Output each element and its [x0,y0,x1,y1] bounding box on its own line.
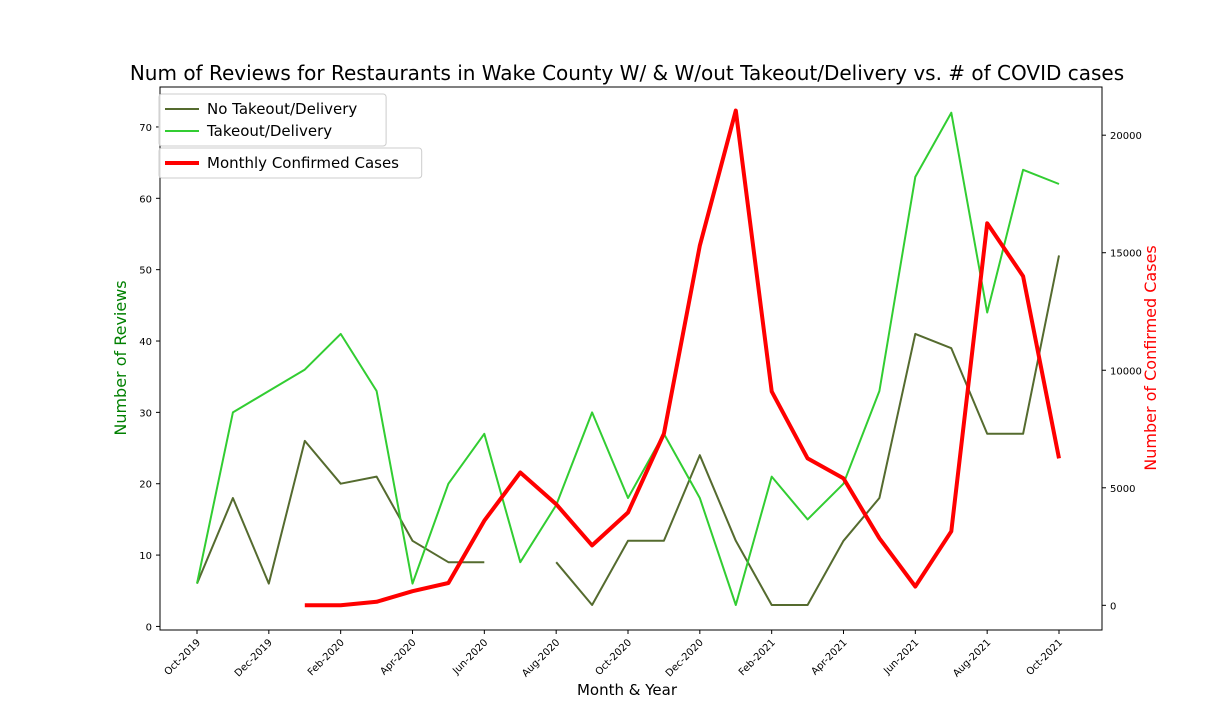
x-axis: Oct-2019 Dec-2019 Feb-2020 Apr-2020 Jun-2020… [163,630,1066,679]
x-tick-label: Jun-2020 [450,637,490,677]
plot-frame [159,86,1103,631]
y-axis-right-label: Number of Confirmed Cases [1141,245,1160,471]
x-axis-label: Month & Year [577,681,678,699]
y-left-tick-label: 30 [139,408,152,419]
x-tick-label: Oct-2019 [163,637,204,678]
y-right-tick-label: 15000 [1110,249,1142,260]
legend-label: Monthly Confirmed Cases [207,154,399,172]
x-tick-label: Jun-2021 [881,637,921,677]
y-right-tick-label: 5000 [1110,484,1135,495]
legend-label: Takeout/Delivery [206,122,332,140]
legend-box [158,147,423,179]
y-left-tick-label: 0 [146,622,152,633]
x-tick-label: Aug-2020 [520,637,562,679]
x-tick-label: Aug-2021 [951,637,993,679]
series-line-monthly-confirmed-cases-0 [304,108,1061,608]
x-tick-label: Feb-2020 [306,637,347,678]
x-tick-label: Apr-2020 [379,637,419,677]
y-left-tick-label: 50 [139,266,152,277]
y-left-tick-label: 60 [139,194,152,205]
y-left-tick-label: 10 [139,551,152,562]
legend-upper: No Takeout/Delivery Takeout/Delivery [158,93,387,147]
y-left-tick-label: 20 [139,480,152,491]
y-right-tick-label: 0 [1110,601,1116,612]
x-tick-label: Feb-2021 [737,637,778,678]
x-tick-label: Oct-2020 [594,637,635,678]
y-left-tick-label: 40 [139,337,152,348]
left-axis: 0 10 20 30 40 50 60 70 [139,123,160,633]
right-axis: 0 5000 10000 15000 20000 [1102,131,1142,612]
y-axis-left-label: Number of Reviews [111,280,130,435]
legend-lower: Monthly Confirmed Cases [158,147,423,179]
x-tick-label: Apr-2021 [810,637,850,677]
y-right-tick-label: 10000 [1110,366,1142,377]
x-tick-label: Dec-2020 [664,637,706,679]
x-tick-label: Oct-2021 [1025,637,1066,678]
series-layer [196,108,1061,608]
series-line-no-takeout-delivery-0 [196,439,485,585]
series-line-no-takeout-delivery-1 [555,255,1060,606]
x-tick-label: Dec-2019 [233,637,275,679]
y-right-tick-label: 20000 [1110,131,1142,142]
legend-label: No Takeout/Delivery [207,100,357,118]
series-line-takeout-delivery-0 [196,111,1060,606]
y-left-tick-label: 70 [139,123,152,134]
chart-title: Num of Reviews for Restaurants in Wake C… [130,61,1124,85]
legend-box [158,93,387,147]
